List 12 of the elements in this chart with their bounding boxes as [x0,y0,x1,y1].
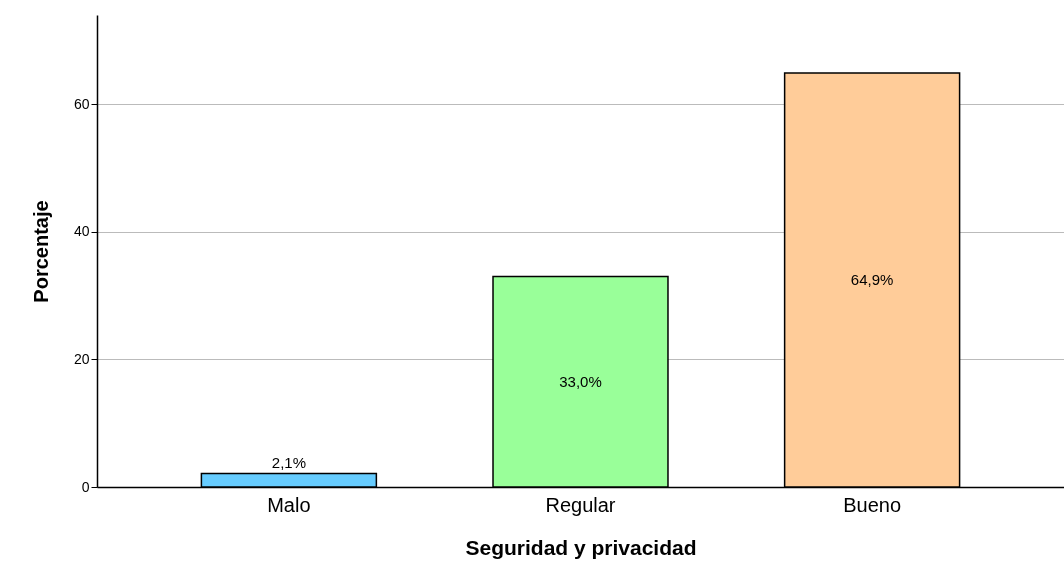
x-tick-label: Malo [267,493,311,516]
y-tick-label: 40 [73,223,90,240]
y-axis-title: Porcentaje [29,200,52,303]
data-label: 64,9% [850,271,894,289]
y-tick-label: 60 [73,95,90,112]
data-label: 33,0% [559,372,602,390]
x-tick-label: Bueno [843,493,902,516]
data-label: 2,1% [271,453,306,471]
y-tick-label: 0 [81,478,90,495]
x-tick-label: Regular [545,493,616,516]
y-tick-label: 20 [73,350,90,367]
x-axis-title: Seguridad y privacidad [465,535,697,559]
